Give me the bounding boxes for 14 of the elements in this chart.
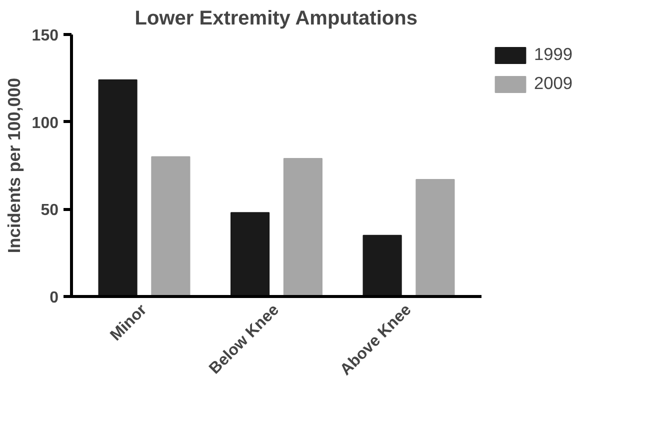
- chart-title: Lower Extremity Amputations: [134, 8, 418, 30]
- bar: [362, 234, 402, 296]
- legend-label: 1999: [534, 44, 573, 65]
- bar: [151, 156, 190, 296]
- legend-label: 2009: [534, 73, 573, 94]
- bar: [230, 212, 270, 296]
- bar: [283, 158, 322, 296]
- y-tick-label: 150: [32, 28, 59, 44]
- y-axis-title: Incidents per 100,000: [4, 78, 24, 254]
- bar: [416, 178, 455, 296]
- y-tick-label: 50: [40, 202, 59, 220]
- bar: [98, 79, 138, 296]
- y-tick-label: 100: [32, 114, 59, 132]
- y-tick-label: 0: [50, 290, 59, 306]
